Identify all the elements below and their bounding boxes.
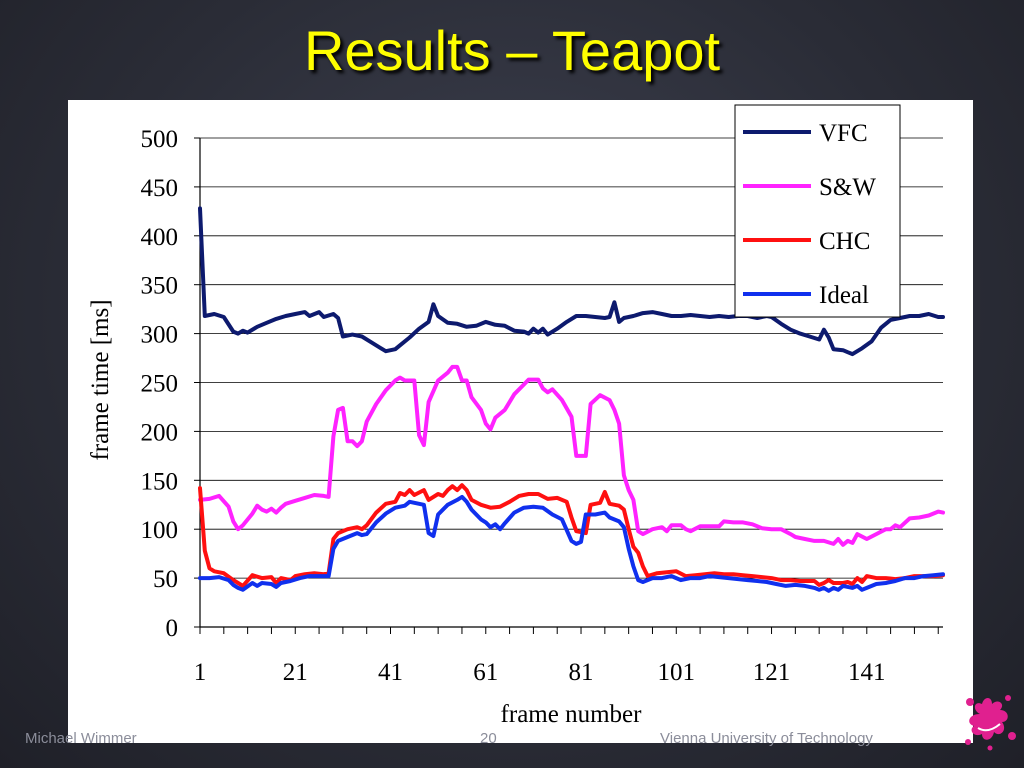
y-tick-label: 0 xyxy=(166,615,179,642)
y-tick-label: 400 xyxy=(141,224,179,251)
x-axis-label: frame number xyxy=(501,701,643,728)
x-tick-label: 141 xyxy=(848,659,886,686)
footer-institution: Vienna University of Technology xyxy=(660,730,873,747)
x-tick-label: 101 xyxy=(658,659,696,686)
legend-label: VFC xyxy=(819,120,868,147)
series-line-vfc xyxy=(198,206,945,357)
y-tick-label: 200 xyxy=(141,419,179,446)
y-tick-label: 450 xyxy=(141,175,179,202)
x-tick-label: 61 xyxy=(473,659,498,686)
chart-panel: 0 50 100 150 200 250 300 350 400 450 500 1 21 41 61 81 1… xyxy=(68,100,973,743)
legend-box xyxy=(734,104,901,318)
series-line-ideal xyxy=(198,494,945,593)
y-tick-label: 100 xyxy=(141,517,179,544)
y-tick-label: 250 xyxy=(141,371,179,398)
legend-label: S&W xyxy=(819,174,876,201)
x-tick-label: 21 xyxy=(283,659,308,686)
y-tick-label: 350 xyxy=(141,273,179,300)
legend-label: Ideal xyxy=(819,282,869,309)
legend-label: CHC xyxy=(819,228,870,255)
x-tick-label: 81 xyxy=(569,659,594,686)
x-tick-label: 41 xyxy=(378,659,403,686)
series-lines xyxy=(198,206,945,593)
y-tick-label: 500 xyxy=(141,126,179,153)
y-tick-label: 50 xyxy=(153,566,178,593)
footer-author: Michael Wimmer xyxy=(25,730,137,747)
y-tick-label: 150 xyxy=(141,468,179,495)
series-line-chc xyxy=(198,483,945,588)
y-tick-label: 300 xyxy=(141,322,179,349)
slide-title: Results – Teapot xyxy=(303,19,721,82)
series-line-s-w xyxy=(198,364,945,547)
x-tick-label: 1 xyxy=(194,659,207,686)
x-tick-label: 121 xyxy=(753,659,791,686)
y-axis-label: frame time [ms] xyxy=(87,299,114,460)
splash-logo-icon xyxy=(965,695,1016,751)
footer-page-number: 20 xyxy=(480,730,497,747)
legend: VFC S&W CHC Ideal xyxy=(734,104,901,318)
